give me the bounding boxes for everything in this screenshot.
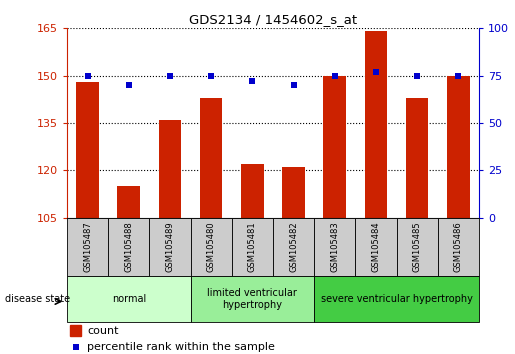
- Text: severe ventricular hypertrophy: severe ventricular hypertrophy: [321, 294, 472, 304]
- Bar: [67, 218, 108, 276]
- Text: GSM105485: GSM105485: [413, 222, 422, 272]
- Text: GSM105489: GSM105489: [165, 222, 175, 272]
- Text: GSM105481: GSM105481: [248, 222, 257, 272]
- Bar: [314, 276, 479, 322]
- Point: [289, 82, 298, 88]
- Bar: [241, 164, 264, 218]
- Bar: [191, 276, 314, 322]
- Bar: [67, 276, 191, 322]
- Text: GSM105483: GSM105483: [330, 222, 339, 272]
- Point: [248, 79, 256, 84]
- Bar: [365, 32, 387, 218]
- Text: GSM105487: GSM105487: [83, 222, 92, 272]
- Text: percentile rank within the sample: percentile rank within the sample: [87, 342, 275, 352]
- Point: [454, 73, 462, 79]
- Bar: [438, 218, 479, 276]
- Bar: [108, 218, 149, 276]
- Point: [413, 73, 421, 79]
- Point: [83, 73, 92, 79]
- Bar: [282, 167, 305, 218]
- Point: [166, 73, 174, 79]
- Bar: [117, 186, 140, 218]
- Point: [207, 73, 215, 79]
- Text: GSM105480: GSM105480: [207, 222, 216, 272]
- Text: count: count: [87, 326, 118, 336]
- Text: GSM105486: GSM105486: [454, 222, 463, 272]
- Bar: [70, 325, 81, 336]
- Text: GSM105482: GSM105482: [289, 222, 298, 272]
- Bar: [149, 218, 191, 276]
- Text: GSM105484: GSM105484: [371, 222, 381, 272]
- Title: GDS2134 / 1454602_s_at: GDS2134 / 1454602_s_at: [189, 13, 357, 26]
- Bar: [355, 218, 397, 276]
- Point: [296, 272, 304, 277]
- Point: [331, 73, 339, 79]
- Bar: [447, 76, 470, 218]
- Text: GSM105488: GSM105488: [124, 222, 133, 272]
- Text: disease state: disease state: [5, 294, 70, 304]
- Bar: [314, 218, 355, 276]
- Point: [372, 69, 380, 75]
- Bar: [191, 218, 232, 276]
- Text: limited ventricular
hypertrophy: limited ventricular hypertrophy: [208, 288, 297, 310]
- Text: normal: normal: [112, 294, 146, 304]
- Bar: [323, 76, 346, 218]
- Bar: [159, 120, 181, 218]
- Bar: [76, 82, 99, 218]
- Bar: [232, 218, 273, 276]
- Bar: [397, 218, 438, 276]
- Point: [125, 82, 133, 88]
- Bar: [406, 98, 428, 218]
- Bar: [273, 218, 314, 276]
- Bar: [200, 98, 222, 218]
